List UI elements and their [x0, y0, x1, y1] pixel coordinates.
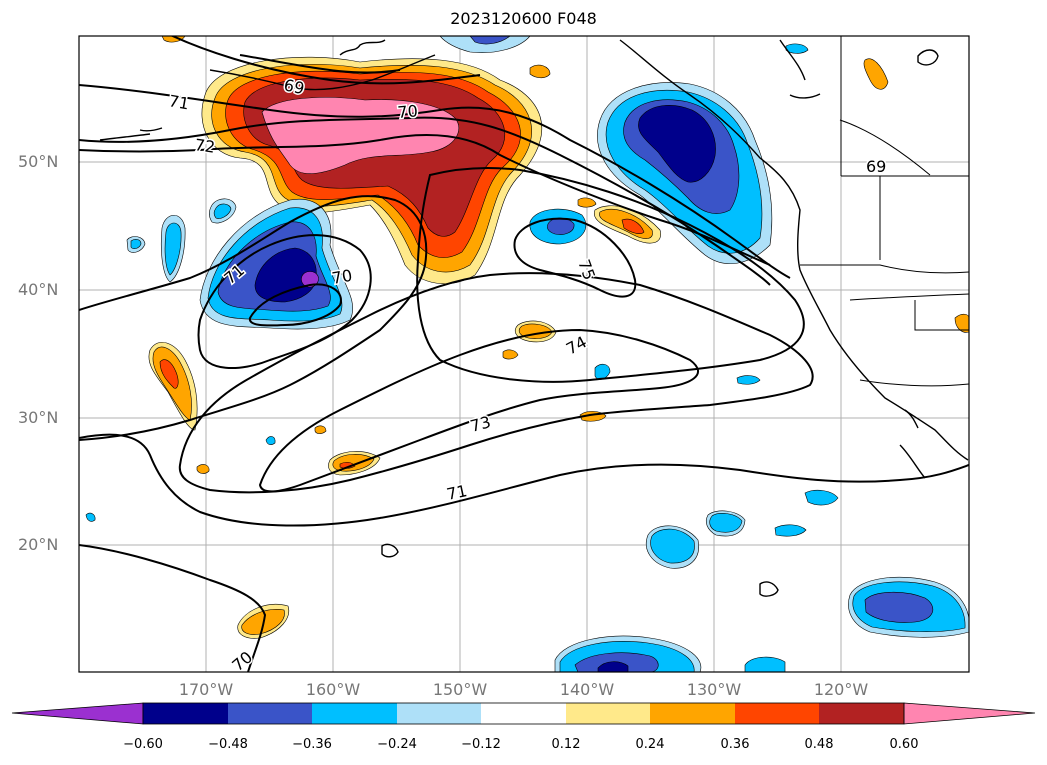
- lon-label: 120°W: [813, 680, 869, 699]
- lon-label: 130°W: [686, 680, 742, 699]
- contour-label: 71: [167, 91, 190, 113]
- colorbar-tick: −0.36: [292, 737, 332, 752]
- colorbar-segment: [228, 703, 312, 724]
- colorbar-tick: −0.12: [461, 737, 501, 752]
- colorbar-tick: 0.12: [551, 737, 581, 752]
- colorbar-segment: [312, 703, 397, 724]
- lat-label: 40°N: [18, 280, 59, 299]
- colorbar-segment: [397, 703, 481, 724]
- geopotential-contours: [79, 36, 969, 672]
- colorbar-tick: −0.60: [123, 737, 163, 752]
- colorbar-tick: −0.24: [377, 737, 417, 752]
- contour-label: 70: [330, 266, 353, 288]
- colorbar-segment: [566, 703, 650, 724]
- colorbar-tick: −0.48: [208, 737, 248, 752]
- contour-label: 72: [193, 135, 216, 157]
- lon-label: 150°W: [432, 680, 488, 699]
- negative-anomaly-northeast: [597, 82, 773, 264]
- map-title: 2023120600 F048: [450, 9, 597, 28]
- colorbar-max-arrow: [903, 702, 1036, 725]
- colorbar-tick: 0.60: [889, 737, 919, 752]
- colorbar-tick: 0.36: [720, 737, 750, 752]
- colorbar: [11, 702, 1036, 725]
- lat-label: 50°N: [18, 152, 59, 171]
- contour-label: 70: [397, 101, 419, 122]
- lon-label: 170°W: [178, 680, 234, 699]
- lon-label: 140°W: [559, 680, 615, 699]
- colorbar-segment: [481, 703, 566, 724]
- map-canvas: 69 70 71 72 71 70 75 74 73 71 70 69: [78, 35, 970, 673]
- colorbar-segment: [143, 703, 228, 724]
- colorbar-segment: [735, 703, 819, 724]
- coastlines: [99, 39, 969, 597]
- borders: [800, 36, 969, 387]
- small-anomaly-features: [85, 36, 969, 672]
- colorbar-tick: 0.48: [804, 737, 834, 752]
- lon-label: 160°W: [305, 680, 361, 699]
- colorbar-min-arrow: [11, 702, 144, 725]
- lat-label: 20°N: [18, 535, 59, 554]
- contour-label: 69: [866, 157, 886, 176]
- colorbar-segment: [650, 703, 735, 724]
- colorbar-tick: 0.24: [635, 737, 665, 752]
- colorbar-segment: [819, 703, 904, 724]
- lat-label: 30°N: [18, 408, 59, 427]
